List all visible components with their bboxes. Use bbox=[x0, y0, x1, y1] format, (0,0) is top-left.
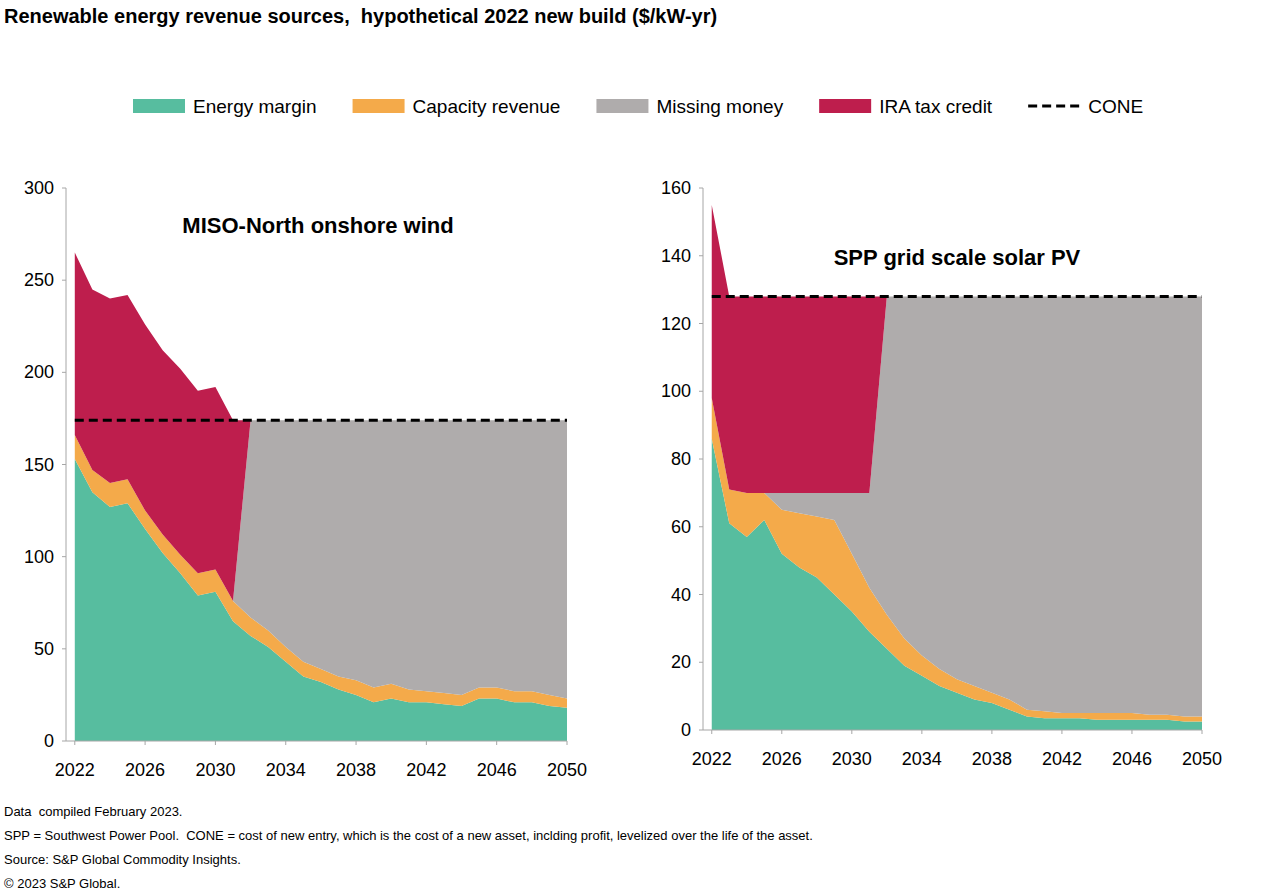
legend-swatch bbox=[819, 99, 871, 113]
x-tick bbox=[1131, 730, 1132, 734]
x-tick-label: 2038 bbox=[972, 749, 1012, 769]
y-tick-label: 150 bbox=[24, 455, 54, 475]
x-tick-label: 2046 bbox=[477, 760, 517, 780]
area bbox=[75, 253, 567, 601]
x-tick bbox=[567, 741, 568, 745]
y-tick-label: 40 bbox=[671, 585, 691, 605]
legend-swatch bbox=[596, 99, 648, 113]
legend: Energy margin Capacity revenue Missing mon… bbox=[133, 96, 1143, 117]
y-tick bbox=[62, 372, 66, 373]
x-tick-label: 2026 bbox=[125, 760, 165, 780]
line bbox=[712, 295, 1202, 298]
y-tick-label: 100 bbox=[661, 381, 691, 401]
x-tick bbox=[781, 730, 782, 734]
y-tick bbox=[699, 323, 703, 324]
footnote: Source: S&P Global Commodity Insights. bbox=[4, 852, 241, 867]
y-tick-label: 60 bbox=[671, 517, 691, 537]
plot-area bbox=[75, 253, 567, 741]
y-tick-label: 140 bbox=[661, 246, 691, 266]
legend-swatch bbox=[1028, 105, 1080, 108]
y-tick bbox=[699, 391, 703, 392]
x-tick-label: 2030 bbox=[195, 760, 235, 780]
x-tick bbox=[851, 730, 852, 734]
y-tick-label: 200 bbox=[24, 362, 54, 382]
x-tick bbox=[921, 730, 922, 734]
chart-title: MISO-North onshore wind bbox=[182, 213, 453, 238]
x-tick-label: 2050 bbox=[547, 760, 587, 780]
y-tick bbox=[699, 255, 703, 256]
x-tick-label: 2030 bbox=[832, 749, 872, 769]
footnote: © 2023 S&P Global. bbox=[4, 876, 120, 891]
plot-area bbox=[712, 205, 1202, 730]
y-tick bbox=[699, 662, 703, 663]
y-tick-label: 80 bbox=[671, 449, 691, 469]
x-tick-label: 2026 bbox=[762, 749, 802, 769]
chart: 0 50 100 150 200 250 300 2022 2026 2030 2034 2038 20… bbox=[24, 178, 587, 780]
y-tick bbox=[62, 188, 66, 189]
legend-label: Energy margin bbox=[193, 96, 317, 117]
y-tick bbox=[699, 188, 703, 189]
x-tick bbox=[1202, 730, 1203, 734]
footnote: SPP = Southwest Power Pool. CONE = cost … bbox=[4, 828, 813, 843]
y-tick bbox=[62, 648, 66, 649]
y-tick bbox=[699, 459, 703, 460]
x-tick bbox=[356, 741, 357, 745]
y-tick bbox=[699, 730, 703, 731]
x-tick bbox=[145, 741, 146, 745]
y-tick-label: 120 bbox=[661, 314, 691, 334]
y-tick-label: 50 bbox=[34, 639, 54, 659]
legend-label: IRA tax credit bbox=[879, 96, 993, 117]
x-tick-label: 2042 bbox=[1042, 749, 1082, 769]
y-tick bbox=[699, 526, 703, 527]
x-tick bbox=[426, 741, 427, 745]
x-tick-label: 2034 bbox=[266, 760, 306, 780]
x-tick-label: 2042 bbox=[406, 760, 446, 780]
legend-label: Missing money bbox=[656, 96, 783, 117]
footnote: Data compiled February 2023. bbox=[4, 804, 182, 819]
x-tick-label: 2022 bbox=[55, 760, 95, 780]
x-tick-label: 2022 bbox=[692, 749, 732, 769]
x-tick-label: 2046 bbox=[1112, 749, 1152, 769]
y-tick-label: 250 bbox=[24, 270, 54, 290]
x-axis-line bbox=[703, 730, 1202, 731]
y-tick bbox=[62, 741, 66, 742]
x-tick bbox=[74, 741, 75, 745]
x-tick-label: 2050 bbox=[1182, 749, 1222, 769]
y-tick bbox=[62, 280, 66, 281]
legend-label: CONE bbox=[1088, 96, 1143, 117]
x-axis-line bbox=[66, 741, 567, 742]
y-tick bbox=[62, 464, 66, 465]
legend-swatch bbox=[133, 99, 185, 113]
x-tick bbox=[1061, 730, 1062, 734]
x-tick bbox=[711, 730, 712, 734]
area bbox=[712, 205, 1202, 493]
x-tick bbox=[496, 741, 497, 745]
y-tick-label: 160 bbox=[661, 178, 691, 198]
title: Renewable energy revenue sources, hypoth… bbox=[4, 5, 717, 27]
y-tick-label: 20 bbox=[671, 652, 691, 672]
x-tick-label: 2034 bbox=[902, 749, 942, 769]
x-tick bbox=[285, 741, 286, 745]
page: Renewable energy revenue sources, hypoth… bbox=[0, 0, 1276, 895]
x-tick-label: 2038 bbox=[336, 760, 376, 780]
legend-swatch bbox=[353, 99, 405, 113]
y-tick-label: 0 bbox=[44, 731, 54, 751]
y-tick-label: 0 bbox=[681, 720, 691, 740]
y-tick bbox=[699, 594, 703, 595]
x-tick bbox=[215, 741, 216, 745]
line bbox=[75, 419, 567, 422]
legend-label: Capacity revenue bbox=[413, 96, 561, 117]
y-tick-label: 300 bbox=[24, 178, 54, 198]
x-tick bbox=[991, 730, 992, 734]
y-tick bbox=[62, 556, 66, 557]
chart-title: SPP grid scale solar PV bbox=[834, 245, 1081, 270]
chart: 0 20 40 60 80 100 120 140 160 2022 2026 2030 2034 203… bbox=[661, 178, 1222, 769]
y-tick-label: 100 bbox=[24, 547, 54, 567]
